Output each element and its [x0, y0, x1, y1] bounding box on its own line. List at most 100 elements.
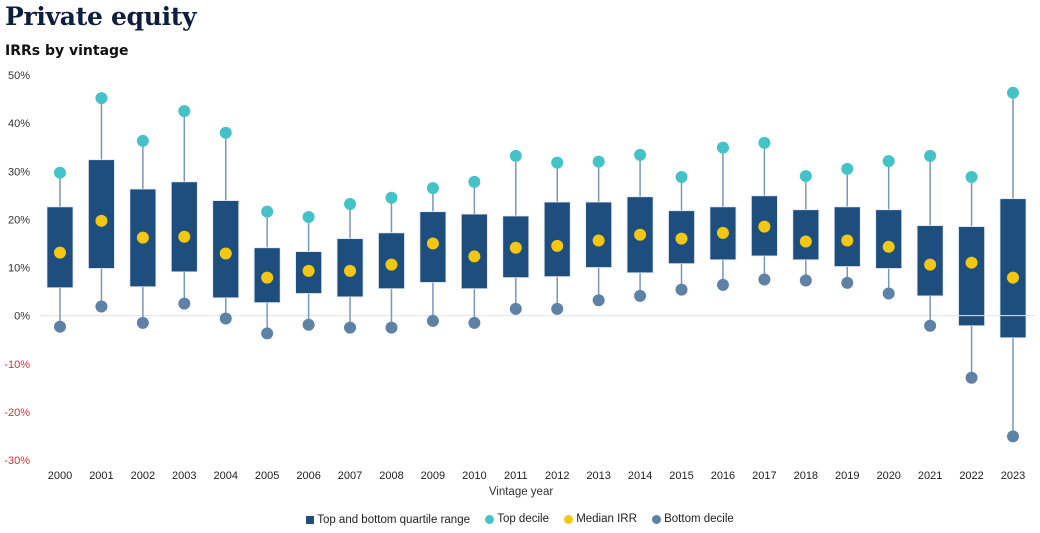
median-point — [716, 226, 729, 239]
x-tick-label: 2011 — [504, 470, 528, 482]
top-decile-point — [344, 197, 357, 210]
median-point — [758, 220, 771, 233]
legend-label: Bottom decile — [664, 513, 734, 525]
x-tick-label: 2009 — [421, 470, 445, 482]
median-point — [675, 232, 688, 245]
x-tick-label: 2005 — [255, 470, 279, 482]
y-tick-label: -20% — [4, 407, 30, 419]
y-tick-label: 20% — [8, 214, 30, 226]
quartile-box — [875, 209, 903, 269]
legend-item-median-irr: Median IRR — [564, 513, 637, 525]
y-tick-label: 50% — [8, 70, 30, 82]
top-decile-point — [675, 171, 688, 184]
x-tick-label: 2019 — [835, 470, 859, 482]
vintage-group-2013 — [585, 155, 613, 307]
vintage-group-2023 — [999, 86, 1027, 443]
x-tick-label: 2017 — [752, 470, 776, 482]
median-point — [799, 235, 812, 248]
bottom-decile-point — [302, 318, 315, 331]
quartile-box — [88, 159, 115, 269]
y-axis: 50% 40% 30% 20% 10% 0% -10% -20% -30% — [4, 70, 30, 467]
top-decile-point — [716, 141, 729, 154]
x-tick-label: 2003 — [172, 470, 196, 482]
vintage-group-2016 — [709, 141, 737, 291]
vintage-group-2022 — [958, 171, 985, 384]
legend-label: Top and bottom quartile range — [317, 513, 470, 526]
chart-subtitle: IRRs by vintage — [5, 43, 129, 59]
y-tick-label: 0% — [14, 311, 30, 323]
median-point — [509, 241, 522, 254]
bottom-decile-point — [426, 314, 439, 327]
vintage-group-2003 — [170, 105, 198, 310]
top-decile-point — [634, 148, 647, 161]
vintage-group-2007 — [336, 197, 364, 334]
bottom-decile-point — [841, 276, 854, 289]
legend-label: Top decile — [497, 513, 549, 525]
vintage-group-2011 — [502, 149, 530, 315]
median-point — [219, 247, 232, 260]
bottom-decile-point — [95, 300, 108, 313]
x-tick-label: 2007 — [338, 470, 362, 482]
x-tick-label: 2000 — [48, 470, 72, 482]
median-point — [136, 231, 149, 244]
median-point — [468, 250, 481, 263]
top-decile-point — [965, 171, 978, 184]
top-decile-point — [178, 105, 191, 118]
y-tick-label: -30% — [4, 455, 30, 467]
x-tick-label: 2004 — [213, 470, 237, 482]
circle-marker-icon — [564, 514, 574, 524]
vintage-group-2008 — [378, 191, 405, 334]
x-axis: 2000 2001 2002 2003 2004 2005 2006 2007 2008 2009… — [48, 470, 1025, 482]
bottom-decile-point — [344, 321, 357, 334]
y-tick-label: 10% — [8, 263, 30, 275]
top-decile-point — [261, 205, 274, 218]
median-point — [261, 271, 274, 284]
x-tick-label: 2015 — [669, 470, 693, 482]
x-tick-label: 2012 — [545, 470, 569, 482]
vintage-group-2001 — [88, 92, 115, 313]
bottom-decile-point — [509, 302, 522, 315]
top-decile-point — [924, 149, 937, 162]
vintage-group-2021 — [916, 149, 944, 332]
median-point — [592, 234, 605, 247]
vintage-group-2000 — [46, 166, 74, 333]
legend-item-bottom-decile: Bottom decile — [652, 513, 734, 525]
median-point — [302, 264, 315, 277]
top-decile-point — [758, 136, 771, 149]
x-tick-label: 2020 — [876, 470, 900, 482]
x-tick-label: 2016 — [711, 470, 735, 482]
quartile-box — [170, 181, 198, 273]
median-point — [344, 264, 357, 277]
bottom-decile-point — [634, 289, 647, 302]
bottom-decile-point — [178, 297, 191, 310]
bottom-decile-point — [592, 294, 605, 307]
vintage-group-2018 — [792, 170, 820, 287]
median-point — [54, 246, 66, 259]
top-decile-point — [136, 134, 149, 147]
top-decile-point — [799, 170, 812, 183]
chart-title: Private equity — [5, 2, 197, 31]
top-decile-point — [385, 191, 398, 204]
bottom-decile-point — [551, 302, 564, 315]
circle-marker-icon — [652, 514, 662, 524]
circle-marker-icon — [485, 514, 495, 524]
quartile-box — [999, 198, 1027, 339]
median-point — [634, 228, 647, 241]
top-decile-point — [219, 126, 232, 139]
y-tick-label: 40% — [8, 118, 30, 130]
plot-marks — [46, 86, 1027, 443]
bottom-decile-point — [385, 321, 398, 334]
median-point — [882, 240, 895, 253]
vintage-group-2012 — [543, 156, 571, 315]
legend-item-quartile-range: Top and bottom quartile range — [306, 514, 470, 526]
bottom-decile-point — [219, 312, 232, 325]
vintage-group-2006 — [295, 210, 323, 331]
x-tick-label: 2010 — [462, 470, 486, 482]
x-tick-label: 2023 — [1001, 470, 1025, 482]
x-tick-label: 2014 — [628, 470, 652, 482]
legend-item-top-decile: Top decile — [485, 513, 549, 525]
top-decile-point — [95, 92, 108, 105]
bottom-decile-point — [965, 371, 978, 384]
quartile-box — [792, 209, 820, 261]
median-point — [426, 237, 439, 250]
